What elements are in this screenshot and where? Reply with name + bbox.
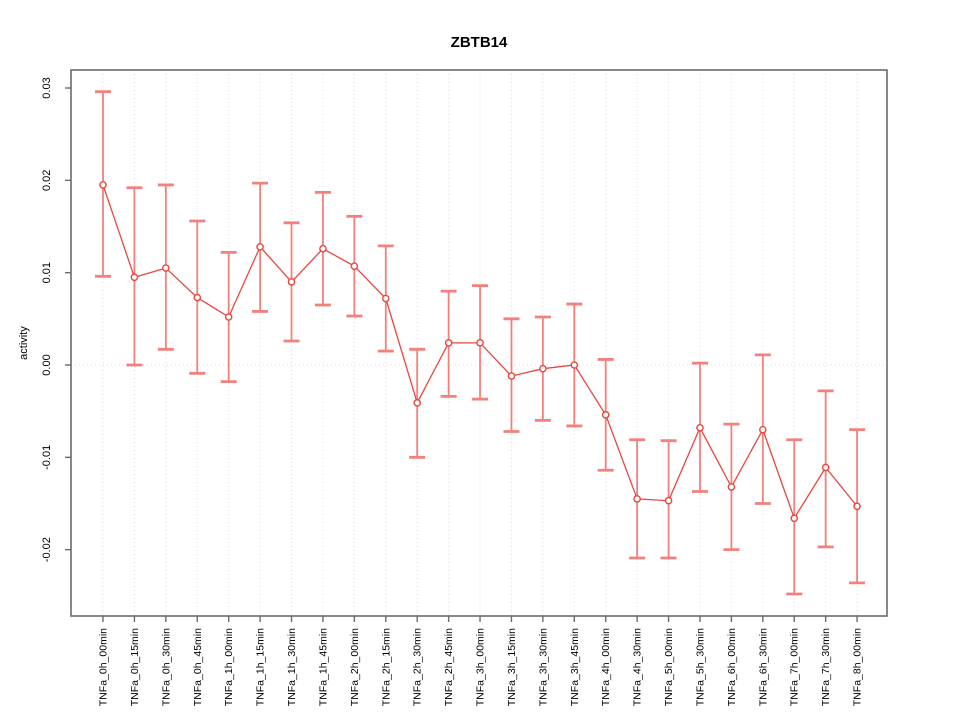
x-tick-label: TNFa_5h_00min bbox=[663, 628, 675, 706]
x-tick-label: TNFa_3h_00min bbox=[475, 628, 487, 706]
data-point-marker bbox=[350, 262, 359, 271]
data-point-marker bbox=[664, 496, 673, 505]
data-point-marker bbox=[193, 293, 202, 302]
data-point-marker bbox=[601, 411, 610, 419]
y-axis-label: activity bbox=[18, 326, 30, 360]
x-tick-label: TNFa_1h_45min bbox=[317, 628, 329, 706]
x-tick-label: TNFa_3h_30min bbox=[537, 628, 549, 706]
data-point-marker bbox=[224, 313, 233, 321]
x-tick-label: TNFa_0h_15min bbox=[129, 628, 141, 706]
y-tick-label: -0.01 bbox=[41, 445, 53, 470]
data-point-marker bbox=[444, 339, 453, 347]
x-tick-label: TNFa_3h_45min bbox=[569, 628, 581, 706]
x-tick-label: TNFa_7h_00min bbox=[789, 628, 801, 706]
data-point-marker bbox=[130, 273, 139, 282]
data-point-marker bbox=[381, 294, 390, 303]
x-tick-label: TNFa_0h_30min bbox=[160, 628, 172, 706]
x-tick-label: TNFa_4h_30min bbox=[632, 628, 644, 706]
data-point-marker bbox=[853, 502, 861, 511]
data-point-marker bbox=[790, 514, 799, 523]
x-tick-label: TNFa_0h_00min bbox=[98, 628, 110, 706]
data-point-marker bbox=[570, 361, 579, 369]
y-tick-label: 0.01 bbox=[41, 262, 53, 283]
x-tick-label: TNFa_1h_15min bbox=[255, 628, 267, 706]
data-point-marker bbox=[256, 243, 264, 251]
x-tick-label: TNFa_8h_00min bbox=[852, 628, 864, 706]
x-tick-label: TNFa_6h_00min bbox=[726, 628, 738, 706]
x-tick-label: TNFa_4h_00min bbox=[600, 628, 612, 706]
data-point-marker bbox=[759, 425, 767, 434]
data-point-marker bbox=[162, 264, 170, 272]
data-point-marker bbox=[476, 339, 484, 347]
y-tick-label: 0.02 bbox=[41, 170, 53, 191]
data-point-marker bbox=[821, 463, 830, 472]
y-tick-label: -0.02 bbox=[41, 537, 53, 562]
x-tick-label: TNFa_1h_30min bbox=[286, 628, 298, 706]
plot-box bbox=[70, 69, 888, 617]
x-tick-label: TNFa_2h_45min bbox=[443, 628, 455, 706]
data-point-marker bbox=[413, 399, 422, 407]
data-point-marker bbox=[99, 181, 107, 189]
x-tick-label: TNFa_2h_15min bbox=[380, 628, 392, 706]
x-tick-label: TNFa_2h_00min bbox=[349, 628, 361, 706]
data-point-marker bbox=[319, 244, 327, 253]
x-tick-label: TNFa_7h_30min bbox=[820, 628, 832, 706]
data-point-marker bbox=[287, 278, 296, 286]
chart-title: ZBTB14 bbox=[451, 34, 508, 51]
data-point-marker bbox=[539, 364, 547, 373]
data-point-marker bbox=[507, 372, 516, 380]
x-tick-label: TNFa_5h_30min bbox=[694, 628, 706, 706]
data-point-marker bbox=[633, 495, 641, 503]
x-tick-label: TNFa_6h_30min bbox=[757, 628, 769, 706]
x-tick-label: TNFa_1h_00min bbox=[223, 628, 235, 706]
y-tick-label: 0.03 bbox=[41, 77, 53, 98]
data-point-marker bbox=[696, 423, 704, 432]
x-tick-label: TNFa_2h_30min bbox=[412, 628, 424, 706]
x-tick-label: TNFa_0h_45min bbox=[192, 628, 204, 706]
x-tick-label: TNFa_3h_15min bbox=[506, 628, 518, 706]
y-tick-label: 0.00 bbox=[41, 354, 53, 375]
data-point-marker bbox=[727, 483, 736, 491]
